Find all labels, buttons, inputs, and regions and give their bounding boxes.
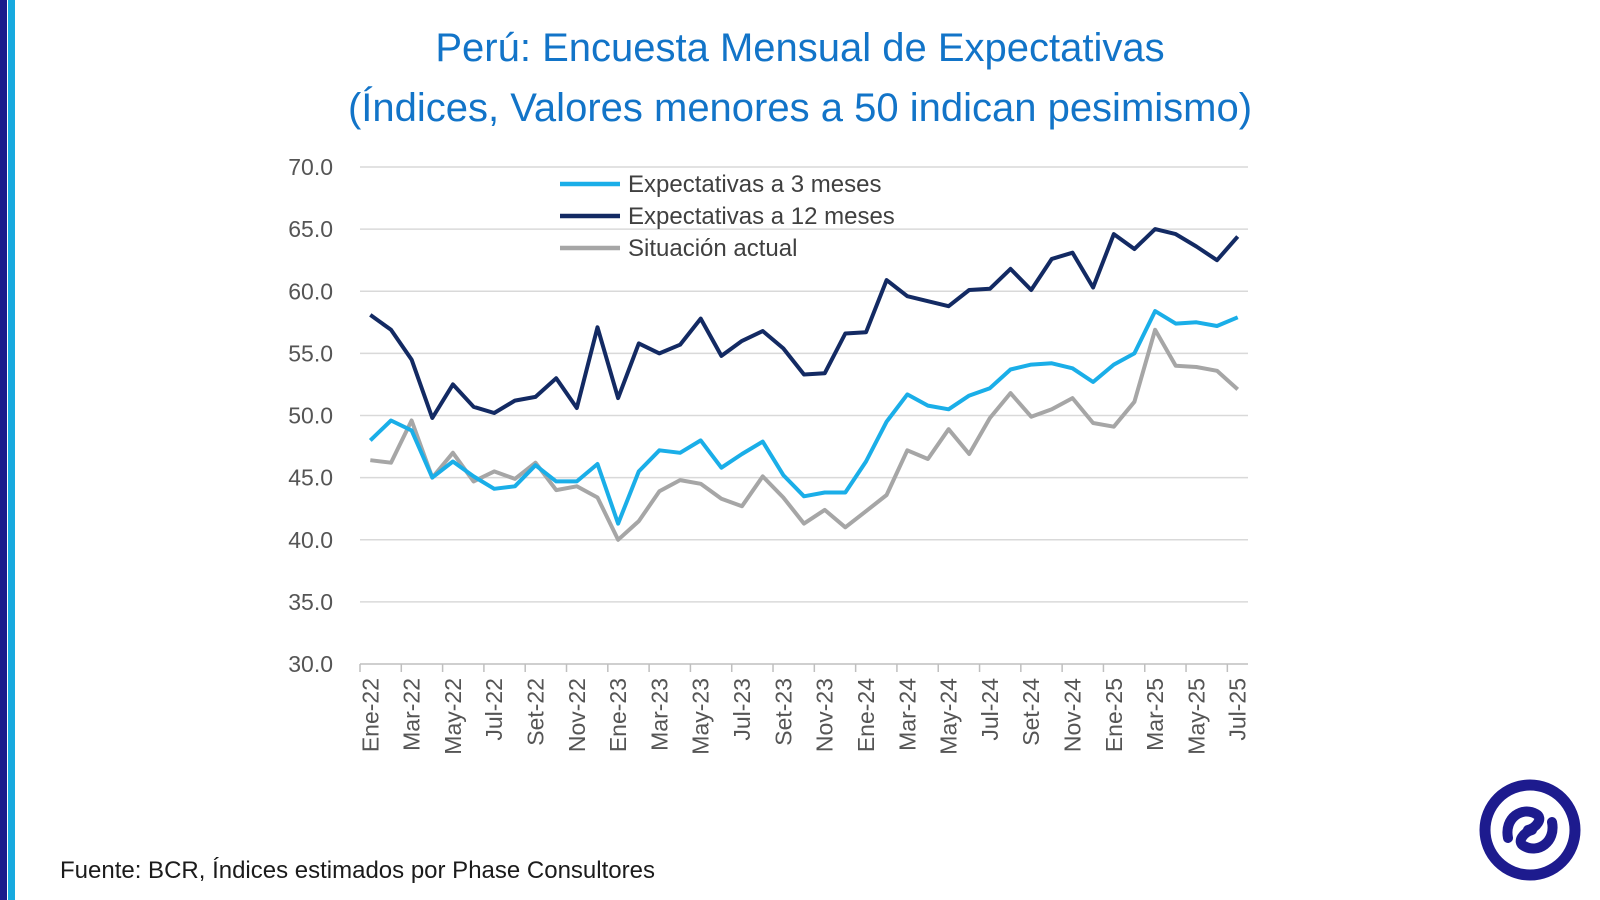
x-tick-label: Mar-24 — [894, 678, 920, 751]
legend-label: Expectativas a 12 meses — [628, 203, 895, 230]
x-tick-label: Nov-22 — [564, 678, 590, 752]
legend-label: Situación actual — [628, 235, 797, 262]
y-tick-label: 70.0 — [288, 154, 333, 180]
y-tick-label: 60.0 — [288, 278, 333, 304]
x-axis-tick-labels: Ene-22 Mar-22 May-22 Jul-22 Set-22 Nov-22 Ene-… — [357, 678, 1250, 755]
phase-consultores-logo-icon — [1479, 779, 1581, 881]
x-tick-label: May-24 — [936, 678, 962, 755]
y-tick-label: 50.0 — [288, 403, 333, 429]
y-tick-label: 40.0 — [288, 527, 333, 553]
line-chart: 70.0 65.0 60.0 55.0 50.0 45.0 40.0 35.0 30.0 Ene… — [288, 154, 1250, 755]
x-tick-label: Ene-23 — [605, 678, 631, 752]
x-tick-label: May-25 — [1183, 678, 1209, 755]
chart-title-line-2: (Índices, Valores menores a 50 indican p… — [347, 86, 1253, 130]
left-accent-bar-light — [8, 0, 15, 900]
legend-label: Expectativas a 3 meses — [628, 171, 881, 198]
x-tick-label: Jul-22 — [481, 678, 507, 741]
x-tick-label: Mar-23 — [646, 678, 672, 751]
x-tick-label: Nov-23 — [812, 678, 838, 752]
source-note: Fuente: BCR, Índices estimados por Phase… — [60, 857, 655, 884]
left-accent-bar-dark — [0, 0, 7, 900]
gridlines — [360, 166, 1248, 603]
chart-legend: Expectativas a 3 meses Expectativas a 12 … — [560, 171, 895, 262]
x-tick-label: Ene-24 — [853, 678, 879, 752]
y-tick-label: 65.0 — [288, 216, 333, 242]
y-tick-label: 55.0 — [288, 340, 333, 366]
x-tick-label: Jul-23 — [729, 678, 755, 741]
x-tick-label: Jul-25 — [1225, 678, 1251, 741]
x-tick-label: May-23 — [688, 678, 714, 755]
chart-title-line-1: Perú: Encuesta Mensual de Expectativas — [435, 26, 1165, 70]
series-line-3 — [370, 327, 1240, 542]
y-axis-tick-labels: 70.0 65.0 60.0 55.0 50.0 45.0 40.0 35.0 30.0 — [288, 154, 333, 677]
x-tick-label: Set-24 — [1018, 678, 1044, 746]
x-tick-label: Set-23 — [770, 678, 796, 746]
y-tick-label: 30.0 — [288, 651, 333, 677]
x-tick-label: Ene-25 — [1101, 678, 1127, 752]
x-tick-label: Nov-24 — [1059, 678, 1085, 752]
series-lines — [368, 227, 1240, 542]
x-tick-label: Mar-25 — [1142, 678, 1168, 751]
y-tick-label: 45.0 — [288, 465, 333, 491]
x-tick-label: Mar-22 — [399, 678, 425, 751]
x-tick-label: Jul-24 — [977, 678, 1003, 741]
x-tick-label: May-22 — [440, 678, 466, 755]
x-tick-label: Ene-22 — [357, 678, 383, 752]
x-axis — [359, 663, 1248, 672]
x-tick-label: Set-22 — [523, 678, 549, 746]
series-line-1 — [368, 309, 1239, 526]
y-tick-label: 35.0 — [288, 589, 333, 615]
series-line-2 — [369, 227, 1240, 420]
